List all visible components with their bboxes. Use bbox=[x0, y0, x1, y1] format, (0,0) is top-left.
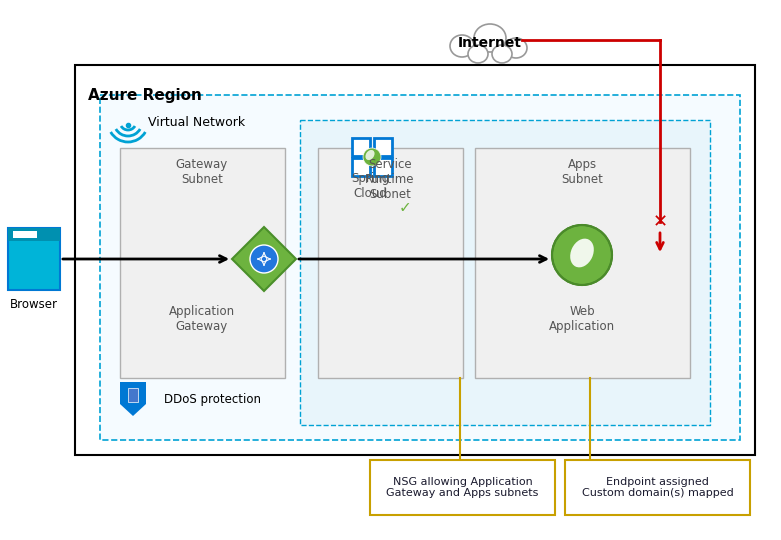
Bar bbox=[475, 148, 690, 378]
Text: Internet: Internet bbox=[458, 36, 522, 50]
Bar bbox=[370, 460, 555, 515]
Bar bbox=[300, 120, 710, 425]
Ellipse shape bbox=[474, 24, 506, 52]
Bar bbox=[120, 148, 285, 378]
Ellipse shape bbox=[366, 150, 375, 160]
Polygon shape bbox=[232, 227, 296, 291]
Circle shape bbox=[250, 245, 278, 273]
Text: Service
Runtime
Subnet: Service Runtime Subnet bbox=[366, 158, 415, 201]
Bar bbox=[8, 228, 60, 290]
Bar bbox=[374, 138, 392, 156]
Text: Apps
Subnet: Apps Subnet bbox=[561, 158, 603, 186]
Ellipse shape bbox=[468, 45, 488, 63]
Ellipse shape bbox=[570, 239, 594, 267]
Text: ✕: ✕ bbox=[652, 213, 668, 231]
Bar bbox=[352, 158, 370, 176]
Bar bbox=[352, 138, 370, 156]
Bar bbox=[128, 388, 138, 402]
Bar bbox=[318, 148, 463, 378]
Circle shape bbox=[363, 148, 381, 166]
Text: Web
Application: Web Application bbox=[549, 305, 615, 333]
Ellipse shape bbox=[492, 45, 512, 63]
Text: Spring
Cloud: Spring Cloud bbox=[351, 172, 389, 200]
Bar bbox=[100, 95, 740, 440]
Text: DDoS protection: DDoS protection bbox=[164, 393, 261, 406]
Text: Application
Gateway: Application Gateway bbox=[169, 305, 235, 333]
Circle shape bbox=[552, 225, 612, 285]
Text: NSG allowing Application
Gateway and Apps subnets: NSG allowing Application Gateway and App… bbox=[387, 477, 539, 498]
Text: ✓: ✓ bbox=[398, 200, 412, 215]
Bar bbox=[8, 228, 60, 241]
Text: Gateway
Subnet: Gateway Subnet bbox=[176, 158, 228, 186]
Bar bbox=[374, 158, 392, 176]
Bar bbox=[13, 231, 37, 238]
Bar bbox=[75, 65, 755, 455]
Text: Virtual Network: Virtual Network bbox=[148, 116, 245, 129]
Bar bbox=[565, 460, 750, 515]
Text: Browser: Browser bbox=[10, 298, 58, 311]
Ellipse shape bbox=[505, 38, 527, 58]
Text: Azure Region: Azure Region bbox=[88, 88, 201, 103]
Ellipse shape bbox=[450, 35, 474, 57]
Text: Endpoint assigned
Custom domain(s) mapped: Endpoint assigned Custom domain(s) mappe… bbox=[582, 477, 733, 498]
Polygon shape bbox=[120, 382, 146, 416]
